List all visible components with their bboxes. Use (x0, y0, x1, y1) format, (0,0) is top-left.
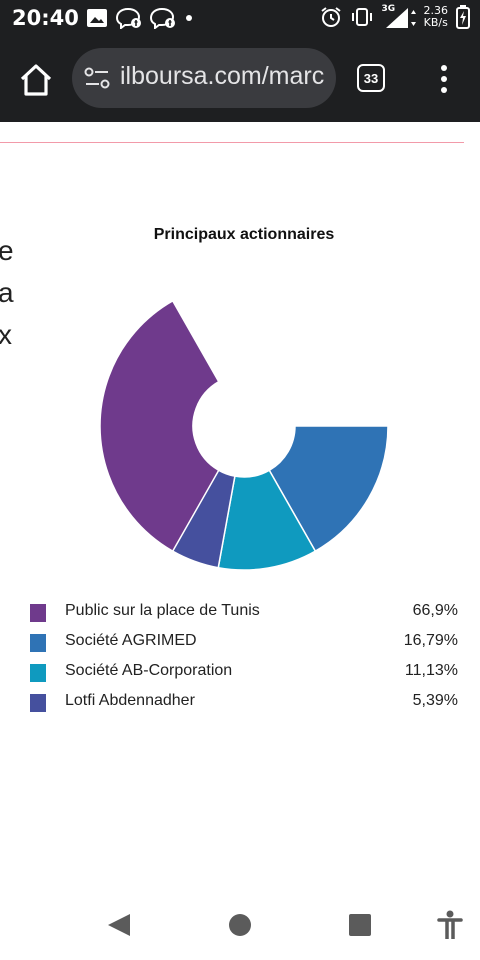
system-nav-bar (0, 880, 480, 960)
url-text[interactable]: ilboursa.com/marc (120, 62, 325, 90)
legend-item[interactable]: Lotfi Abdennadher 5,39% (30, 692, 458, 722)
network-speed: 2.36 KB/s (424, 5, 449, 29)
site-settings-icon[interactable] (84, 66, 110, 90)
back-icon[interactable] (106, 912, 132, 938)
network-type-label: 3G (381, 4, 396, 14)
side-text-line: e (0, 235, 14, 266)
messenger-icon (150, 7, 175, 29)
legend-swatch (30, 634, 46, 652)
legend-label: Société AB-Corporation (65, 662, 233, 679)
more-menu-icon[interactable] (436, 64, 452, 94)
legend-swatch (30, 694, 46, 712)
legend-label: Public sur la place de Tunis (65, 602, 260, 619)
legend-swatch (30, 664, 46, 682)
status-time: 20:40 (12, 6, 79, 30)
shareholders-donut-chart (99, 299, 389, 571)
legend-item[interactable]: Société AB-Corporation 11,13% (30, 662, 458, 692)
legend-value: 66,9% (412, 602, 458, 619)
signal-icon: 3G (381, 4, 416, 28)
browser-toolbar: ilboursa.com/marc 33 (0, 36, 480, 122)
alarm-icon (320, 7, 341, 27)
pie-slice-3[interactable] (217, 469, 317, 571)
side-text-line: x (0, 319, 12, 350)
legend-value: 11,13% (404, 662, 458, 679)
status-system-icons: 3G 2.36 KB/s (320, 4, 470, 29)
clipped-side-text: e a x (0, 230, 14, 356)
network-speed-value: 2.36 (423, 4, 449, 17)
chart-title: Principaux actionnaires (153, 226, 335, 243)
messenger-icon (116, 7, 141, 29)
dot-icon (186, 15, 192, 21)
legend-value: 16,79% (403, 632, 458, 649)
status-notification-icons (86, 7, 194, 29)
vibrate-icon (351, 8, 372, 26)
battery-icon (456, 5, 470, 29)
pie-slice-4[interactable] (171, 469, 236, 569)
legend-item[interactable]: Société AGRIMED 16,79% (30, 632, 458, 662)
legend-swatch (30, 604, 46, 622)
divider (0, 142, 464, 143)
tab-switcher-button[interactable]: 33 (357, 64, 385, 92)
accessibility-icon[interactable] (437, 910, 463, 940)
image-icon (87, 9, 107, 27)
legend-item[interactable]: Public sur la place de Tunis 66,9% (30, 602, 458, 632)
pie-slice-2[interactable] (268, 425, 389, 553)
home-icon[interactable] (18, 63, 54, 97)
web-page: e a x Principaux actionnaires Public sur… (0, 122, 480, 880)
network-speed-unit: KB/s (423, 16, 448, 29)
legend-label: Lotfi Abdennadher (65, 692, 195, 709)
legend-value: 5,39% (412, 692, 458, 709)
side-text-line: a (0, 277, 14, 308)
status-bar: 20:40 3G (0, 0, 480, 36)
recents-icon[interactable] (348, 913, 372, 937)
chart-legend: Public sur la place de Tunis 66,9% Socié… (30, 602, 458, 722)
legend-label: Société AGRIMED (65, 632, 197, 649)
address-bar[interactable]: ilboursa.com/marc (72, 48, 336, 108)
home-circle-icon[interactable] (228, 913, 252, 937)
